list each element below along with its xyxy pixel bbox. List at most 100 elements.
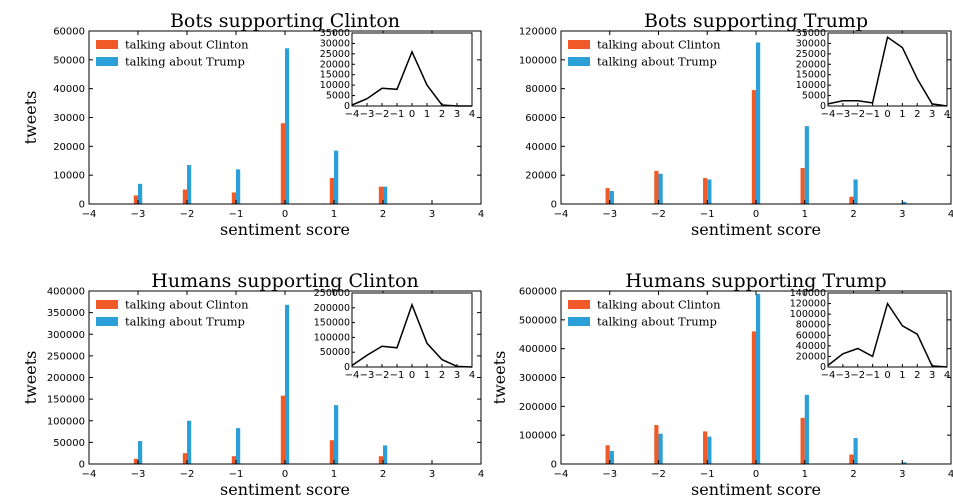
bar: [383, 186, 388, 204]
x-tick-label: 4: [948, 469, 953, 480]
inset-y-tick-label: 250000: [314, 288, 350, 299]
x-tick-label: 4: [478, 209, 484, 220]
y-tick-label: 100000: [519, 55, 557, 66]
y-tick-label: 0: [79, 200, 85, 211]
bar: [605, 188, 610, 204]
bar: [187, 420, 192, 464]
x-tick-label: 4: [948, 209, 953, 220]
bar: [703, 431, 708, 464]
inset-y-tick-label: 10000: [796, 80, 826, 91]
x-tick-label: −1: [700, 209, 715, 220]
x-tick-label: −2: [180, 209, 195, 220]
inset-y-tick-label: 30000: [796, 38, 826, 49]
inset-x-tick-label: 1: [899, 370, 905, 381]
bar: [280, 123, 285, 204]
y-tick-label: 300000: [47, 330, 85, 341]
inset-y-tick-label: 15000: [796, 70, 826, 81]
inset-line: [827, 35, 948, 107]
y-tick-label: 300000: [519, 373, 557, 384]
y-tick-label: 120000: [519, 27, 557, 38]
inset-x-tick-label: −4: [821, 370, 836, 381]
y-tick-label: 40000: [53, 84, 85, 95]
inset-y-tick-label: 80000: [796, 320, 826, 331]
x-axis-label: sentiment score: [691, 220, 821, 239]
bar: [609, 191, 614, 204]
x-tick-label: −3: [602, 469, 617, 480]
bar: [329, 440, 334, 464]
y-tick-label: 60000: [53, 27, 85, 38]
x-tick-label: −3: [131, 209, 146, 220]
y-tick-label: 500000: [519, 315, 557, 326]
inset-x-tick-label: 0: [884, 109, 890, 120]
inset-y-tick-label: 120000: [790, 299, 826, 310]
inset-y-tick-label: 10000: [320, 80, 350, 91]
y-tick-label: 400000: [47, 287, 85, 298]
chart-panel: Humans supporting Trump−4 −3 −2 −1 0 1 2 3 40100…: [490, 270, 953, 499]
bar: [182, 189, 187, 204]
x-tick-label: 3: [899, 209, 905, 220]
legend-swatch: [96, 57, 118, 66]
inset-chart: −4 −3 −2 −1 0 1 2 3 4050001000015000200002500030…: [796, 28, 950, 120]
inset-x-tick-label: 3: [929, 109, 935, 120]
bar: [182, 453, 187, 464]
y-tick-label: 600000: [519, 287, 557, 298]
inset-y-tick-label: 5000: [326, 91, 350, 102]
y-axis-label: tweets: [21, 91, 40, 145]
inset-x-tick-label: −2: [850, 370, 865, 381]
inset-x-tick-label: −4: [345, 109, 360, 120]
chart-panel: Bots supporting Clinton−4 −3 −2 −1 0 1 2 3 40100…: [21, 10, 484, 239]
legend-swatch: [96, 300, 118, 309]
legend-swatch: [568, 40, 590, 49]
legend-label: talking about Trump: [597, 55, 717, 69]
x-tick-label: −2: [651, 209, 666, 220]
inset-x-tick-label: −2: [375, 370, 390, 381]
chart-title: Bots supporting Clinton: [170, 10, 400, 32]
inset-y-tick-label: 25000: [320, 49, 350, 60]
inset-x-tick-label: 0: [409, 109, 415, 120]
legend-swatch: [568, 317, 590, 326]
inset-x-tick-label: 2: [914, 109, 920, 120]
inset-y-tick-label: 60000: [796, 330, 826, 341]
y-tick-label: 10000: [53, 171, 85, 182]
inset-chart: −4 −3 −2 −1 0 1 2 3 4050001000015000200002500030…: [320, 28, 475, 120]
inset-x-tick-label: 3: [454, 109, 460, 120]
inset-y-tick-label: 5000: [802, 91, 826, 102]
y-tick-label: 60000: [525, 113, 557, 124]
legend-swatch: [568, 57, 590, 66]
bar: [703, 178, 708, 204]
inset-y-tick-label: 0: [820, 362, 826, 373]
x-tick-label: −1: [700, 469, 715, 480]
inset-x-tick-label: 1: [424, 370, 430, 381]
legend-swatch: [568, 300, 590, 309]
y-tick-label: 100000: [519, 431, 557, 442]
y-tick-label: 50000: [53, 438, 85, 449]
legend-label: talking about Clinton: [125, 298, 249, 312]
x-tick-label: −4: [82, 209, 97, 220]
bar: [800, 167, 805, 204]
bar: [800, 417, 805, 464]
inset-x-tick-label: −3: [360, 109, 375, 120]
y-tick-label: 200000: [519, 402, 557, 413]
bar: [707, 179, 712, 204]
bar: [133, 195, 138, 204]
x-tick-label: 2: [850, 469, 856, 480]
x-axis-label: sentiment score: [691, 480, 821, 499]
x-axis-label: sentiment score: [220, 480, 350, 499]
x-tick-label: −1: [229, 209, 244, 220]
inset-y-tick-label: 140000: [790, 288, 826, 299]
x-tick-label: −3: [131, 469, 146, 480]
inset-x-tick-label: 2: [914, 370, 920, 381]
y-axis-label: tweets: [490, 351, 509, 405]
bar: [187, 165, 192, 204]
bar: [378, 186, 383, 204]
bar: [609, 451, 614, 464]
bar: [654, 170, 659, 204]
inset-y-tick-label: 30000: [320, 38, 350, 49]
x-tick-label: −2: [180, 469, 195, 480]
y-tick-label: 20000: [53, 142, 85, 153]
inset-x-tick-label: 4: [944, 370, 950, 381]
x-tick-label: 0: [282, 469, 288, 480]
bar: [853, 179, 858, 204]
inset-y-tick-label: 20000: [796, 351, 826, 362]
